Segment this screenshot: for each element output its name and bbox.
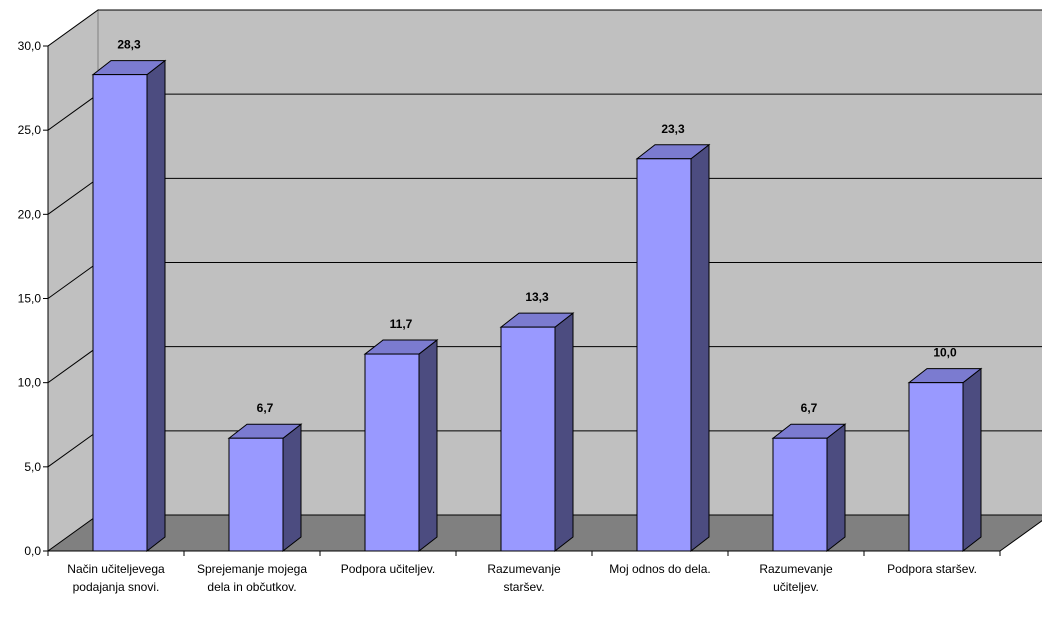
category-label-line: dela in občutkov.: [207, 580, 296, 594]
category-label-line: Sprejemanje mojega: [197, 562, 307, 576]
category-label: Moj odnos do dela.: [609, 562, 710, 576]
bar: [907, 367, 983, 553]
bar: [635, 143, 711, 553]
category-label-line: Podpora učiteljev.: [341, 562, 436, 576]
bar: [227, 423, 303, 553]
data-label: 10,0: [933, 346, 957, 360]
bar-front: [908, 382, 964, 552]
y-tick-label: 25,0: [18, 123, 42, 137]
bar-front: [228, 437, 284, 552]
bar-side: [282, 423, 302, 553]
category-label-line: Moj odnos do dela.: [609, 562, 710, 576]
bar-side: [962, 367, 982, 553]
y-tick-label: 0,0: [24, 544, 41, 558]
category-label-line: staršev.: [503, 580, 544, 594]
y-tick-label: 10,0: [18, 376, 42, 390]
data-label: 23,3: [661, 122, 685, 136]
data-label: 6,7: [801, 401, 818, 415]
y-tick-label: 15,0: [18, 292, 42, 306]
category-label: Način učiteljevega podajanja snovi.: [67, 562, 165, 594]
bar: [363, 339, 439, 553]
category-label: Sprejemanje mojega dela in občutkov.: [197, 562, 307, 594]
bar: [771, 423, 847, 553]
category-label-line: učiteljev.: [773, 580, 819, 594]
data-label: 11,7: [390, 317, 413, 331]
category-label-line: Razumevanje: [759, 562, 833, 576]
bar-front: [636, 158, 692, 552]
bar-side: [554, 312, 574, 553]
bar-front: [500, 326, 556, 552]
category-label-line: Razumevanje: [487, 562, 561, 576]
category-label: Razumevanje staršev.: [487, 562, 561, 594]
category-label-line: Podpora staršev.: [887, 562, 977, 576]
bar-front: [364, 353, 420, 552]
y-tick-label: 20,0: [18, 207, 42, 221]
y-tick-label: 5,0: [24, 460, 41, 474]
category-label: Razumevanje učiteljev.: [759, 562, 833, 594]
bar-front: [772, 437, 828, 552]
bar-side: [826, 423, 846, 553]
bar-side: [146, 59, 166, 553]
y-tick-label: 30,0: [18, 39, 42, 53]
gridline: [47, 9, 1042, 47]
category-label: Podpora staršev.: [887, 562, 977, 576]
bar-side: [690, 143, 710, 553]
bar: [91, 59, 167, 553]
category-label: Podpora učiteljev.: [341, 562, 436, 576]
data-label: 13,3: [525, 290, 549, 304]
category-label-line: Način učiteljevega: [67, 562, 165, 576]
bar-front: [92, 74, 148, 552]
data-label: 28,3: [117, 38, 141, 52]
data-label: 6,7: [257, 401, 274, 415]
category-label-line: podajanja snovi.: [73, 580, 160, 594]
bar-side: [418, 339, 438, 553]
bar: [499, 312, 575, 553]
